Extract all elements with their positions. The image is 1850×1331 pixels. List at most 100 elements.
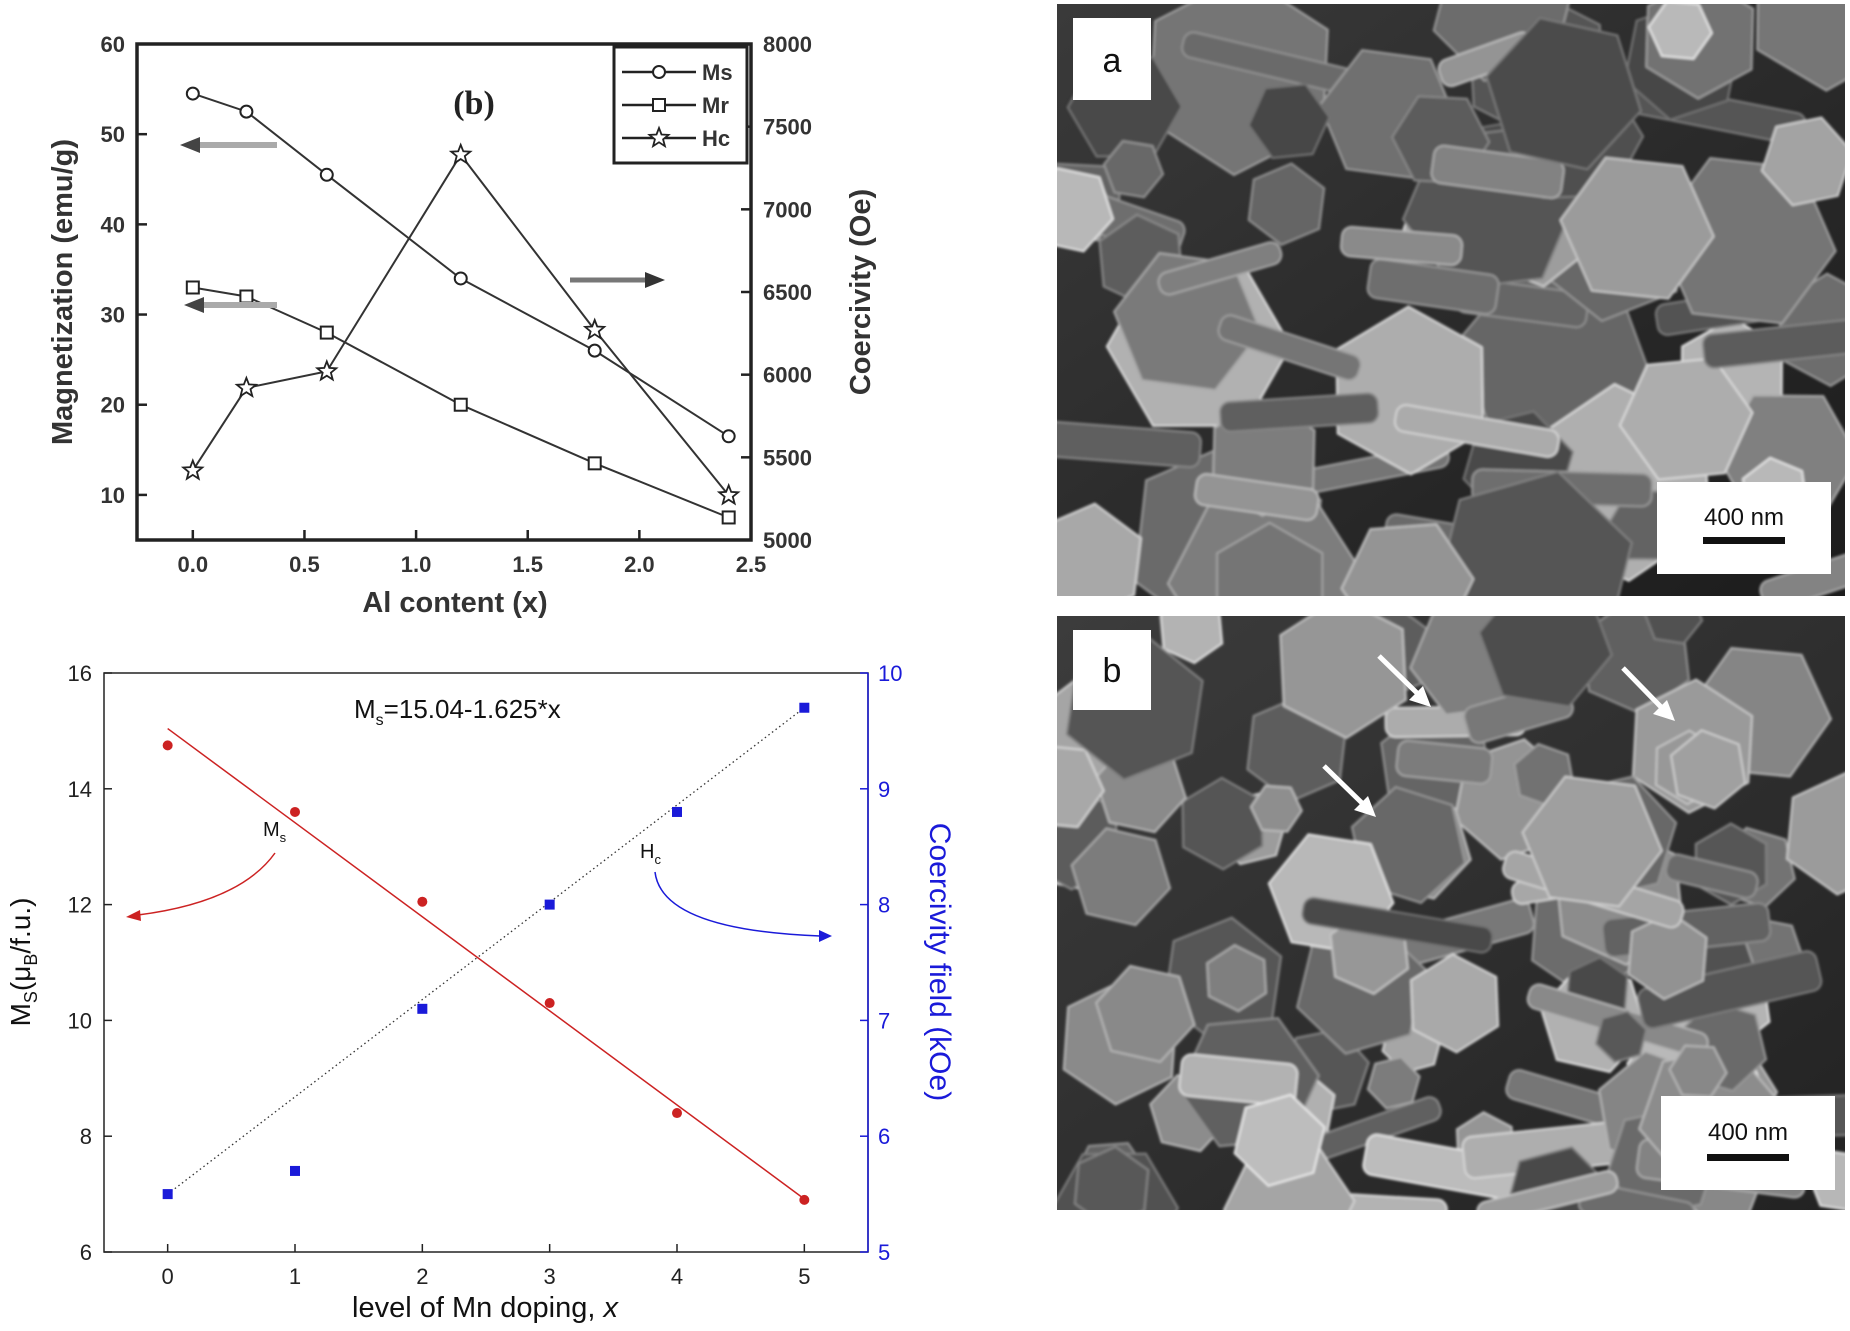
sem-a-scalebar [1703, 537, 1785, 544]
chart2-point-hc [417, 1003, 428, 1014]
chart1-point-hc [716, 482, 741, 506]
annotation-ms-main: M [263, 819, 280, 841]
sem-platelet-edge [1178, 1053, 1299, 1107]
sem-platelet-hex [1366, 1056, 1421, 1110]
sem-platelet-hex [1073, 1145, 1150, 1210]
chart2-x-tick-label: 0 [162, 1264, 174, 1289]
chart1-legend-label: Mr [702, 93, 729, 118]
chart1-series-line-mr [192, 286, 730, 519]
y-label-p2: (μ [5, 966, 36, 991]
chart1-point-ms [587, 343, 602, 358]
chart2-point-ms [417, 896, 428, 907]
chart1-y2-tick-label: 6000 [763, 363, 812, 388]
sem-b-arrow-2 [1621, 666, 1664, 710]
sem-platelet-hex [1216, 521, 1324, 596]
chart2-frame [103, 672, 869, 1253]
chart1-y2-tick-label: 6500 [763, 280, 812, 305]
sem-platelet-edge [1157, 241, 1283, 296]
chart1-x-tick-label: 0.0 [178, 552, 209, 577]
chart2-point-hc [162, 1189, 173, 1200]
sem-platelet-hex [1785, 772, 1845, 896]
chart2-point-hc [672, 806, 682, 817]
chart1-point-ms [239, 104, 254, 119]
sem-platelet-hex [1618, 357, 1754, 481]
sem-b-label-box [1073, 630, 1151, 710]
chart2-x-tick-label: 1 [289, 1264, 301, 1289]
chart1-y-axis-label: Magnetization (emu/g) [47, 139, 79, 445]
sem-a-scalebar-label: 400 nm [1704, 504, 1784, 531]
sem-b-arrowhead-3 [1354, 796, 1376, 817]
chart1-y-tick-label: 20 [101, 393, 125, 418]
sem-platelet-hex [1521, 775, 1663, 908]
sem-platelet-hex [1249, 784, 1303, 833]
sem-platelet-hex [1279, 616, 1407, 740]
sem-platelet-edge [1219, 392, 1380, 433]
chart2-y-tick-label: 8 [80, 1124, 92, 1149]
y-label-p1: M [5, 1003, 36, 1026]
chart2-x-tick-label: 4 [671, 1264, 683, 1289]
sem-b-scalebar-label: 400 nm [1708, 1119, 1788, 1146]
chart1-legend-marker-ms [652, 65, 666, 79]
sem-platelet-hex [1478, 616, 1613, 708]
annotation-ms-sub: s [280, 830, 287, 845]
chart1-series-line-hc [191, 153, 730, 497]
chart1-point-hc [448, 142, 473, 165]
sem-platelet-hex [1668, 1044, 1728, 1098]
chart2-x-axis-label-italic: x [601, 1292, 619, 1324]
chart1-point-ms [319, 167, 334, 182]
sem-platelet-edge [1057, 419, 1202, 469]
chart2-equation: Ms=15.04-1.625*x [354, 694, 561, 729]
sem-platelet-hex [1434, 470, 1633, 596]
sem-platelet-edge [1393, 403, 1560, 458]
chart1-legend: Ms Mr Hc [612, 45, 749, 165]
sem-platelet-edge [1301, 897, 1494, 954]
chart1-point-ms [185, 86, 200, 101]
sem-platelet-hex [1057, 167, 1115, 253]
chart1-x-axis-label: Al content (x) [362, 587, 547, 619]
chart2-y2-tick-label: 6 [878, 1124, 890, 1149]
sem-platelet-edge [1476, 1170, 1619, 1210]
chart1-x-tick-label: 2.5 [736, 552, 767, 577]
chart1-point-mr [453, 397, 468, 412]
chart1-x-tick-label: 1.5 [512, 552, 543, 577]
sem-platelet-hex [1760, 116, 1845, 207]
chart1-point-mr [239, 289, 254, 304]
sem-platelet-edge [1664, 853, 1759, 899]
chart-magnetization-coercivity-al: 0.0 0.5 1.0 1.5 2.0 2.5 10 20 30 40 50 60 5000 5500 60… [47, 32, 877, 619]
chart2-x-axis-label: level of Mn doping, x [352, 1292, 619, 1324]
chart1-legend-marker-hc [647, 125, 671, 149]
chart2-y2-tick-label: 9 [878, 777, 890, 802]
chart1-legend-label: Ms [702, 60, 733, 85]
sem-a-scalebar-box [1657, 482, 1831, 574]
sem-platelet-edge [1701, 317, 1845, 369]
sem-platelet-edge [1217, 314, 1362, 382]
sem-b-arrowhead-2 [1653, 700, 1675, 721]
chart2-point-ms [162, 740, 173, 751]
chart2-point-ms [672, 1108, 682, 1119]
chart2-y-tick-label: 6 [80, 1240, 92, 1265]
chart2-annotation-hc: Hc [640, 841, 661, 867]
sem-platelet-hex [1095, 964, 1196, 1063]
sem-platelet-hex [1057, 502, 1142, 596]
sem-platelet-edge [1395, 739, 1494, 785]
chart1-panel-label: (b) [453, 85, 495, 122]
chart1-y-tick-label: 60 [101, 32, 125, 57]
chart1-y2-tick-label: 8000 [763, 32, 812, 57]
chart1-x-tick-label: 2.0 [624, 552, 655, 577]
sem-b-label: b [1103, 652, 1122, 690]
chart2-y-tick-label: 14 [68, 777, 92, 802]
sem-platelet-hex [1206, 944, 1267, 1013]
chart2-point-ms [290, 806, 300, 817]
chart2-y2-tick-label: 10 [878, 661, 902, 686]
chart2-point-hc [799, 702, 810, 713]
chart1-point-mr [587, 456, 602, 471]
sem-platelet-hex [1340, 523, 1475, 596]
sem-b-arrows [1322, 654, 1675, 817]
chart2-fit-line-hc [167, 707, 805, 1195]
chart1-y-tick-label: 30 [101, 303, 125, 328]
sem-platelet-hex [1647, 4, 1713, 60]
chart2-point-hc [290, 1165, 300, 1176]
sem-b-arrow-1 [1377, 654, 1420, 696]
chart2-y2-tick-label: 8 [878, 893, 890, 918]
